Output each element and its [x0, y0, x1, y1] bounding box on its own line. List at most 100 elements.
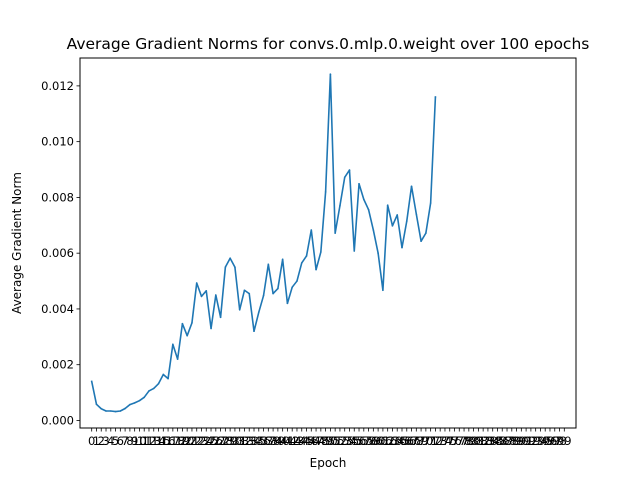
x-tick-label: 29	[223, 434, 238, 448]
data-point	[372, 229, 375, 231]
x-tick-label: 57	[356, 434, 371, 448]
data-point	[291, 286, 293, 288]
data-point	[277, 287, 279, 290]
data-point	[195, 282, 198, 284]
data-point	[401, 246, 403, 249]
x-tick-label: 60	[371, 434, 386, 448]
x-tick-label: 37	[261, 434, 276, 448]
data-point	[386, 204, 389, 207]
x-tick-label: 93	[528, 434, 543, 448]
chart-title: Average Gradient Norms for convs.0.mlp.0…	[67, 35, 590, 53]
x-tick-label: 38	[266, 434, 281, 448]
data-point	[429, 202, 432, 204]
x-tick-label: 59	[366, 434, 381, 448]
data-point	[176, 358, 179, 360]
x-tick-label: 86	[495, 434, 510, 448]
x-tick-label: 80	[466, 434, 481, 448]
plot-area: 0.0000.0020.0040.0060.0080.0100.01201234…	[41, 73, 572, 448]
x-tick-label: 62	[380, 434, 395, 448]
x-tick-label: 7	[121, 434, 128, 448]
y-tick-label: 0.004	[41, 302, 74, 316]
x-tick-label: 11	[137, 434, 152, 448]
data-point	[191, 322, 193, 324]
x-tick-label: 4	[107, 434, 114, 448]
data-point	[200, 295, 203, 298]
data-point	[434, 96, 437, 98]
data-point	[300, 262, 303, 264]
x-tick-label: 21	[185, 434, 200, 448]
x-tick-label: 43	[290, 434, 305, 448]
x-tick-label: 87	[500, 434, 515, 448]
data-point	[286, 302, 289, 305]
data-point	[363, 198, 365, 201]
x-tick-label: 18	[170, 434, 185, 448]
data-point	[382, 289, 384, 292]
x-tick-label: 51	[328, 434, 343, 448]
x-tick-label: 44	[294, 434, 309, 448]
x-tick-label: 73	[433, 434, 448, 448]
x-tick-label: 22	[189, 434, 204, 448]
data-point	[367, 208, 370, 211]
x-tick-label: 1	[93, 434, 100, 448]
data-point	[253, 330, 255, 333]
x-tick-label: 6	[117, 434, 124, 448]
x-tick-label: 74	[438, 434, 453, 448]
x-tick-label: 3	[102, 434, 109, 448]
data-point	[162, 373, 165, 376]
data-point	[124, 407, 126, 410]
data-point	[391, 225, 394, 227]
data-point	[90, 380, 93, 383]
data-point	[410, 185, 413, 188]
x-tick-label: 78	[457, 434, 472, 448]
x-tick-label: 23	[194, 434, 209, 448]
x-tick-label: 42	[285, 434, 300, 448]
data-point	[219, 316, 222, 319]
x-tick-label: 90	[514, 434, 529, 448]
x-tick-label: 19	[175, 434, 190, 448]
data-point	[181, 322, 184, 325]
x-tick-label: 24	[199, 434, 214, 448]
data-point	[186, 334, 188, 337]
data-point	[105, 410, 107, 412]
x-tick-label: 94	[533, 434, 548, 448]
data-point	[172, 343, 174, 346]
data-point	[95, 403, 98, 406]
x-tick-label: 31	[232, 434, 247, 448]
y-tick-label: 0.012	[41, 79, 74, 93]
data-point	[324, 191, 327, 193]
x-tick-label: 5	[112, 434, 119, 448]
x-tick-label: 65	[395, 434, 410, 448]
x-tick-label: 36	[256, 434, 271, 448]
x-tick-label: 82	[476, 434, 491, 448]
data-point	[262, 294, 265, 297]
y-tick-label: 0.000	[41, 413, 74, 427]
y-tick-label: 0.008	[41, 190, 74, 204]
data-point	[129, 403, 131, 406]
y-tick-label: 0.010	[41, 135, 74, 149]
x-tick-label: 52	[333, 434, 348, 448]
x-tick-label: 33	[242, 434, 257, 448]
x-tick-label: 28	[218, 434, 233, 448]
x-tick-label: 76	[447, 434, 462, 448]
data-point	[334, 232, 336, 234]
x-tick-label: 12	[142, 434, 157, 448]
x-tick-label: 92	[524, 434, 539, 448]
x-tick-label: 61	[376, 434, 391, 448]
data-point	[320, 251, 322, 253]
data-point	[420, 240, 422, 242]
data-point	[138, 399, 141, 402]
x-tick-label: 41	[280, 434, 295, 448]
x-tick-label: 71	[423, 434, 438, 448]
x-tick-label: 46	[304, 434, 319, 448]
data-point	[257, 311, 260, 314]
x-tick-label: 79	[462, 434, 477, 448]
x-tick-label: 64	[390, 434, 405, 448]
x-tick-label: 81	[471, 434, 486, 448]
x-tick-label: 56	[352, 434, 367, 448]
x-tick-label: 63	[385, 434, 400, 448]
data-point	[248, 292, 251, 295]
x-tick-label: 49	[318, 434, 333, 448]
x-tick-label: 53	[337, 434, 352, 448]
data-point	[296, 280, 298, 282]
